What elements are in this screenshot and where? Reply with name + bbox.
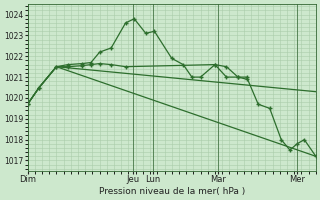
X-axis label: Pression niveau de la mer( hPa ): Pression niveau de la mer( hPa ) <box>99 187 245 196</box>
